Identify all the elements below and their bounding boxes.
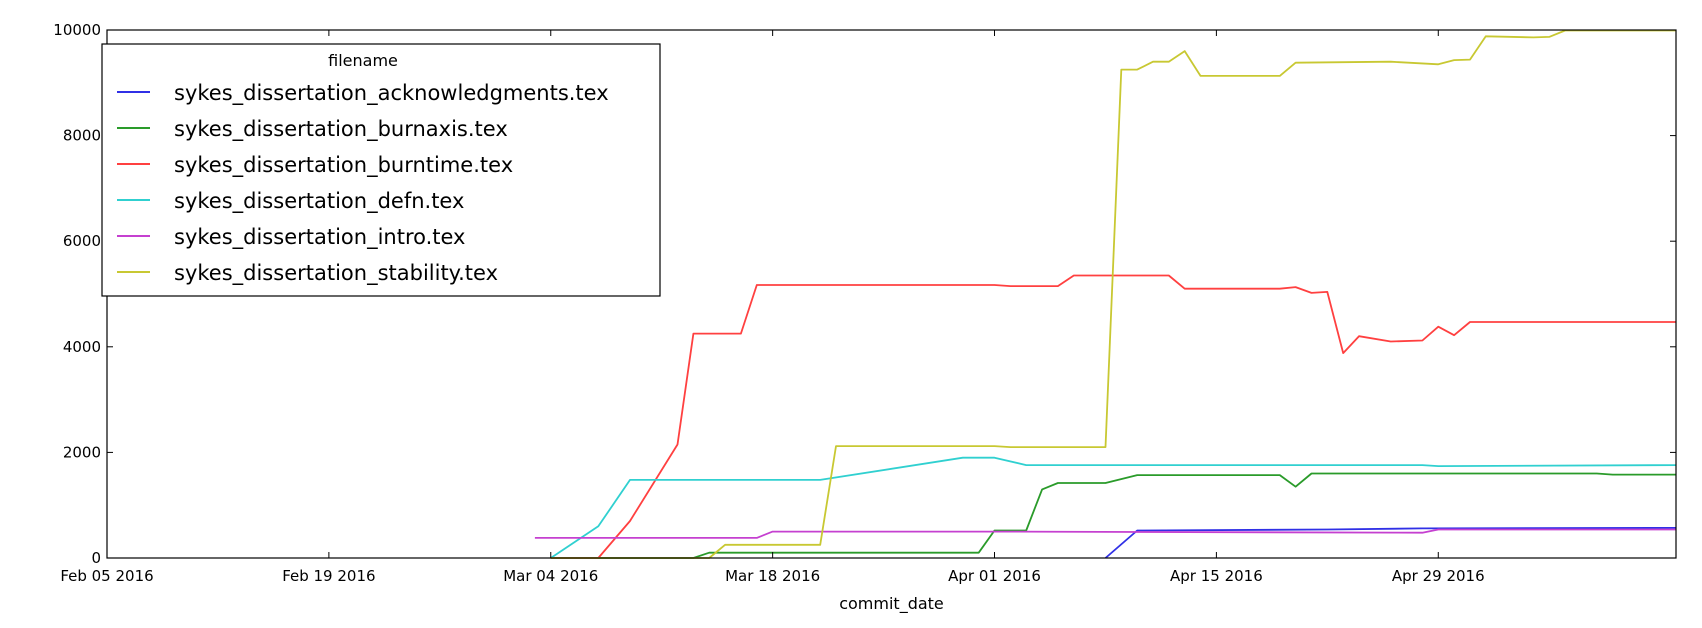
legend-title: filename (328, 51, 398, 70)
x-tick-label: Apr 15 2016 (1170, 567, 1263, 585)
legend-label: sykes_dissertation_intro.tex (174, 225, 466, 250)
legend-box (101, 43, 661, 297)
y-tick-label: 10000 (53, 21, 101, 39)
legend-label: sykes_dissertation_defn.tex (174, 189, 464, 214)
x-tick-label: Feb 19 2016 (282, 567, 375, 585)
x-tick-label: Mar 04 2016 (503, 567, 598, 585)
series-line-1 (1104, 527, 1677, 559)
x-axis-title: commit_date (839, 594, 944, 614)
series-line-3 (550, 274, 1676, 559)
x-tick-label: Feb 05 2016 (60, 567, 153, 585)
x-tick-label: Mar 18 2016 (725, 567, 820, 585)
y-tick-label: 0 (91, 549, 101, 567)
legend: filename sykes_dissertation_acknowledgme… (101, 43, 661, 297)
x-tick-label: Apr 01 2016 (948, 567, 1041, 585)
series-layer (534, 29, 1677, 559)
y-tick-label: 8000 (63, 127, 101, 145)
series-line-2 (550, 472, 1676, 559)
series-line-6 (550, 29, 1676, 559)
series-line-4 (550, 456, 1677, 559)
legend-label: sykes_dissertation_burnaxis.tex (174, 117, 508, 142)
legend-label: sykes_dissertation_acknowledgments.tex (174, 81, 609, 106)
y-tick-label: 6000 (63, 232, 101, 250)
y-tick-label: 4000 (63, 338, 101, 356)
series-line-5 (534, 528, 1676, 539)
y-tick-label: 2000 (63, 443, 101, 461)
axis-ticks: Feb 05 2016 Feb 19 2016 Mar 04 2016 Mar 18 … (53, 21, 1676, 585)
legend-items: sykes_dissertation_acknowledgments.texsy… (117, 81, 609, 286)
legend-label: sykes_dissertation_burntime.tex (174, 153, 513, 178)
x-tick-label: Apr 29 2016 (1392, 567, 1485, 585)
legend-label: sykes_dissertation_stability.tex (174, 261, 498, 286)
